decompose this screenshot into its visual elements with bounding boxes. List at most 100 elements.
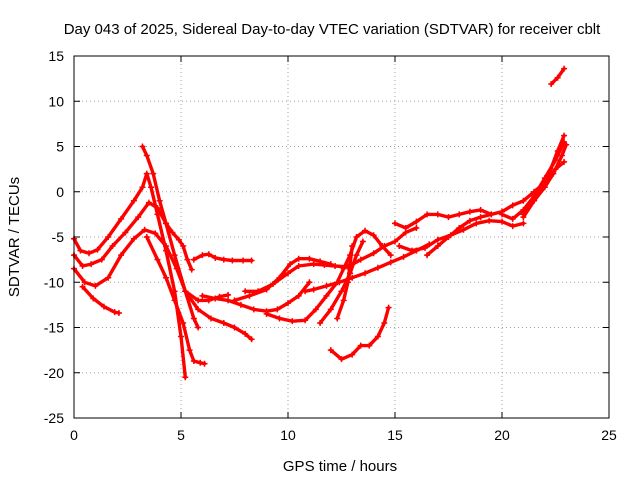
x-tick-label: 20 <box>494 427 510 443</box>
data-point <box>111 309 118 316</box>
data-point <box>434 236 441 243</box>
data-point <box>220 256 227 263</box>
data-point <box>263 310 270 317</box>
data-point <box>240 257 247 264</box>
data-point <box>184 256 191 263</box>
data-point <box>302 288 309 295</box>
data-point <box>188 266 195 273</box>
data-point <box>289 318 296 325</box>
x-axis-label: GPS time / hours <box>283 458 397 475</box>
data-point <box>139 143 146 150</box>
y-tick-label: -10 <box>44 274 64 290</box>
data-point <box>357 256 364 263</box>
data-point <box>182 374 189 381</box>
data-point <box>109 243 116 250</box>
data-point <box>327 306 334 313</box>
data-point <box>473 220 480 227</box>
data-point <box>79 283 86 290</box>
x-tick-label: 25 <box>601 427 617 443</box>
data-point <box>77 247 84 254</box>
data-point <box>88 261 95 268</box>
series-trace-4 <box>80 285 121 315</box>
data-point <box>359 238 366 245</box>
data-point <box>374 333 381 340</box>
y-tick-label: 0 <box>56 184 64 200</box>
series-trace-5 <box>140 144 194 272</box>
data-point <box>370 250 377 257</box>
data-point <box>105 274 112 281</box>
data-series <box>71 65 570 381</box>
data-point <box>150 170 157 177</box>
data-point <box>353 252 360 259</box>
data-point <box>122 229 129 236</box>
data-point <box>554 148 561 155</box>
data-point <box>338 356 345 363</box>
data-point <box>445 234 452 240</box>
data-point <box>520 220 527 227</box>
series-trace-17 <box>393 208 493 230</box>
x-tick-label: 0 <box>70 427 78 443</box>
data-point <box>195 297 202 304</box>
data-point <box>413 224 420 231</box>
data-point <box>387 252 394 259</box>
data-point <box>295 292 302 299</box>
data-point <box>306 255 313 262</box>
data-point <box>171 297 178 304</box>
data-point <box>255 288 262 295</box>
axis-ticks <box>73 55 610 419</box>
data-point <box>306 279 313 286</box>
data-point <box>302 317 309 324</box>
data-point <box>212 254 219 261</box>
data-point <box>90 295 97 302</box>
data-point <box>175 236 182 243</box>
series-trace-1 <box>72 171 187 379</box>
data-point <box>520 211 527 218</box>
y-tick-label: 15 <box>48 48 64 64</box>
data-point <box>169 229 176 236</box>
data-point <box>92 282 99 289</box>
data-point <box>546 170 553 177</box>
data-point <box>199 292 206 299</box>
data-point <box>344 279 351 286</box>
data-point <box>392 238 398 245</box>
y-tick-labels: -25 -20 -15 -10 -5 0 5 10 15 <box>44 48 64 426</box>
data-point <box>229 257 236 264</box>
data-point <box>477 206 484 213</box>
data-point <box>163 243 170 250</box>
data-point <box>285 300 291 307</box>
data-point <box>488 211 495 218</box>
data-point <box>520 197 527 204</box>
data-point <box>152 230 159 237</box>
data-point <box>180 243 187 250</box>
data-point <box>205 251 212 258</box>
data-point <box>81 279 88 286</box>
data-point <box>143 234 150 240</box>
data-point <box>285 270 291 277</box>
y-tick-label: -15 <box>44 320 64 336</box>
data-point <box>100 303 107 310</box>
data-point <box>466 208 473 215</box>
y-tick-label: -5 <box>52 229 65 245</box>
grid <box>74 56 609 418</box>
series-trace-9 <box>200 280 312 313</box>
y-tick-label: -25 <box>44 410 64 426</box>
data-point <box>248 257 255 264</box>
data-point <box>295 255 302 262</box>
data-point <box>130 235 137 242</box>
data-point <box>499 211 505 218</box>
data-point <box>366 342 373 349</box>
data-point <box>85 250 92 257</box>
data-point <box>197 359 204 366</box>
data-point <box>118 215 125 222</box>
data-point <box>143 152 150 159</box>
x-tick-label: 15 <box>387 427 403 443</box>
data-point <box>486 217 493 224</box>
data-point <box>413 218 420 225</box>
data-point <box>94 246 101 253</box>
data-point <box>456 211 463 218</box>
x-tick-label: 10 <box>280 427 296 443</box>
data-point <box>561 65 568 72</box>
data-point <box>276 315 283 322</box>
data-point <box>145 199 152 206</box>
data-point <box>362 227 369 234</box>
